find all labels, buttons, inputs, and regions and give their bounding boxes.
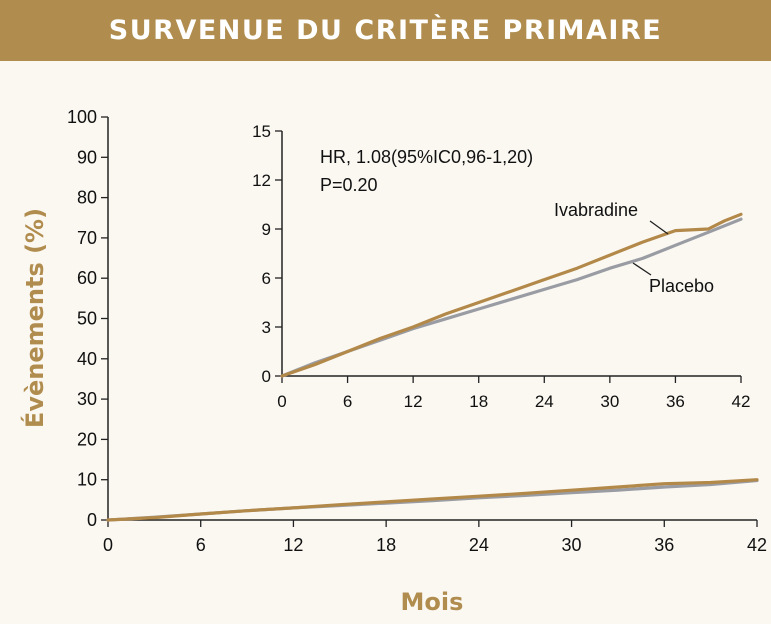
main-x-tick-label: 0: [103, 535, 113, 555]
chart-title: SURVENUE DU CRITÈRE PRIMAIRE: [108, 15, 663, 46]
placebo-leader-line: [632, 262, 652, 276]
main-x-tick-label: 36: [654, 535, 674, 555]
inset-x-tick-label: 42: [732, 392, 751, 411]
inset-x-tick-label: 36: [666, 392, 685, 411]
main-y-tick-label: 50: [77, 309, 97, 329]
inset-x-tick-label: 30: [600, 392, 619, 411]
y-axis-title: Évènements (%): [20, 208, 49, 428]
p-value-annotation: P=0.20: [320, 175, 378, 195]
ivabradine-leader-line: [649, 220, 669, 235]
inset-x-tick-label: 24: [535, 392, 554, 411]
inset-x-tick-label: 12: [404, 392, 423, 411]
inset-series-ivabradine: [280, 212, 743, 378]
ivabradine-label: Ivabradine: [554, 200, 638, 220]
inset-x-tick-label: 18: [469, 392, 488, 411]
x-axis-title: Mois: [401, 588, 464, 616]
inset-x-tick-label: 6: [343, 392, 352, 411]
main-y-tick-label: 70: [77, 228, 97, 248]
main-x-tick-label: 18: [376, 535, 396, 555]
main-y-tick-label: 80: [77, 188, 97, 208]
inset-y-tick-label: 9: [262, 220, 271, 239]
main-y-tick-label: 90: [77, 147, 97, 167]
main-x-tick-label: 30: [562, 535, 582, 555]
main-y-tick-label: 0: [87, 510, 97, 530]
inset-y-tick-label: 0: [262, 367, 271, 386]
inset-y-tick-label: 12: [252, 171, 271, 190]
main-y-tick-label: 60: [77, 268, 97, 288]
placebo-label: Placebo: [649, 276, 714, 296]
inset-y-tick-label: 15: [252, 122, 271, 141]
main-series-ivabradine: [106, 478, 759, 522]
hazard-ratio-annotation: HR, 1.08(95%IC0,96-1,20): [320, 147, 533, 167]
inset-y-tick-label: 3: [262, 318, 271, 337]
main-x-tick-label: 6: [196, 535, 206, 555]
header-banner: SURVENUE DU CRITÈRE PRIMAIRE: [0, 0, 771, 61]
main-x-tick-label: 24: [469, 535, 489, 555]
inset-series-placebo: [280, 217, 743, 378]
main-y-tick-label: 30: [77, 389, 97, 409]
main-y-tick-label: 10: [77, 470, 97, 490]
main-y-tick-label: 100: [67, 107, 97, 127]
main-y-tick-label: 20: [77, 429, 97, 449]
main-y-tick-label: 40: [77, 349, 97, 369]
main-x-tick-label: 42: [747, 535, 767, 555]
inset-x-tick-label: 0: [277, 392, 286, 411]
inset-y-tick-label: 6: [262, 269, 271, 288]
main-x-tick-label: 12: [283, 535, 303, 555]
